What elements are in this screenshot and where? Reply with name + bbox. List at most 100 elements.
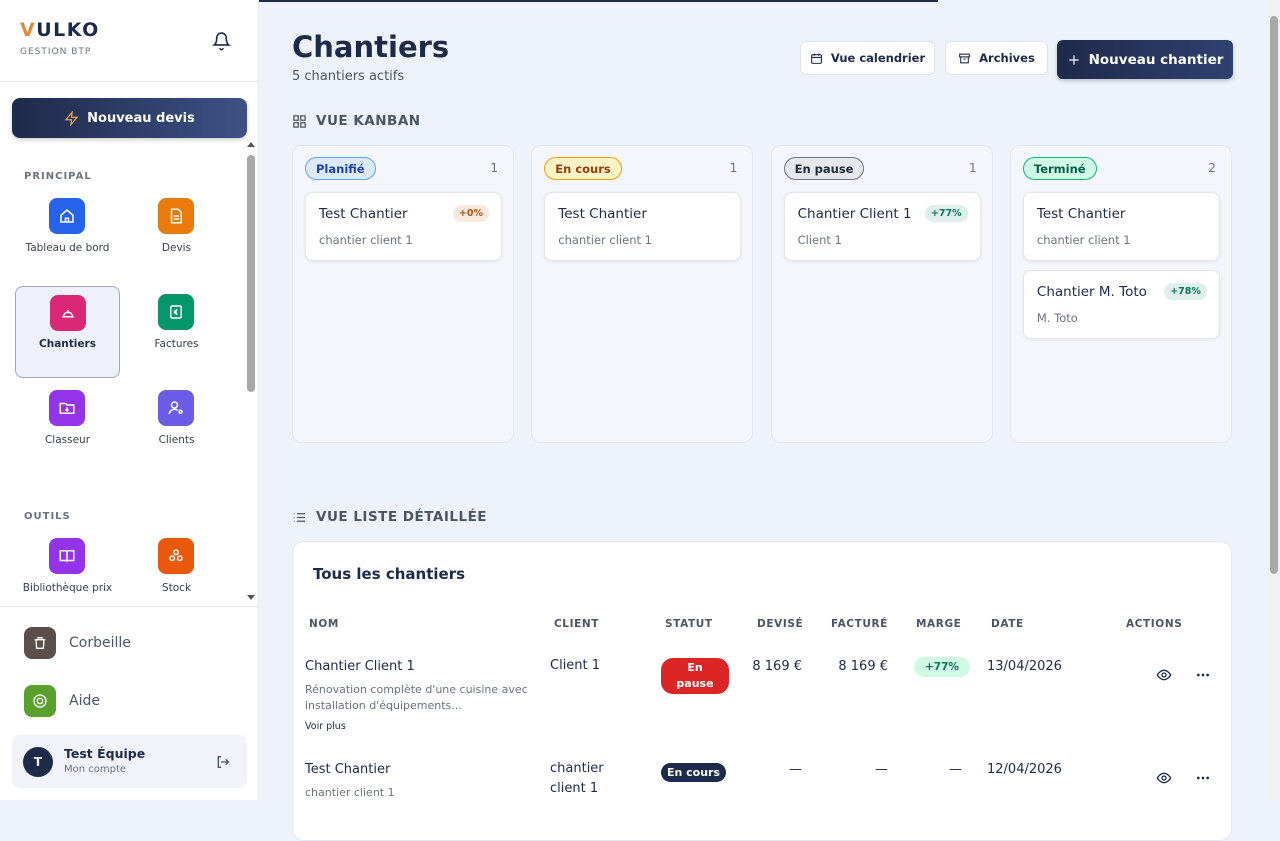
nav-item[interactable]: Clients xyxy=(124,382,229,478)
avatar: T xyxy=(23,747,53,777)
kanban-column: Planifié 1 Test Chantier chantier client 1 +… xyxy=(292,145,514,443)
nav-section: PRINCIPAL Tableau de bord Devis Chantiers Fa… xyxy=(0,170,246,478)
kanban-card[interactable]: Test Chantier chantier client 1 xyxy=(544,192,742,261)
card-client: M. Toto xyxy=(1036,311,1078,325)
account[interactable]: T Test Équipe Mon compte xyxy=(12,735,247,788)
help-label: Aide xyxy=(69,693,100,709)
margin: +77% xyxy=(914,657,970,677)
column-header: DEVISÉ xyxy=(757,618,804,630)
nav-icon xyxy=(49,538,85,574)
card-client: chantier client 1 xyxy=(319,233,413,247)
nav-grid: Bibliothèque prix Stock xyxy=(13,530,246,606)
new-quote-button[interactable]: Nouveau devis xyxy=(12,98,247,138)
calendar-button[interactable]: Vue calendrier xyxy=(800,41,935,75)
new-quote-label: Nouveau devis xyxy=(87,110,195,126)
row-rule xyxy=(0,1,938,2)
table-title: Tous les chantiers xyxy=(313,565,466,583)
nav-label: Stock xyxy=(161,582,192,594)
nav-icon xyxy=(158,538,194,574)
nav-label: Chantiers xyxy=(39,338,96,350)
column-count: 1 xyxy=(968,161,977,175)
quoted: — xyxy=(789,762,802,777)
kanban-card[interactable]: Chantier M. Toto M. Toto +78% xyxy=(1022,270,1220,339)
margin: — xyxy=(949,762,962,777)
account-sub: Mon compte xyxy=(64,764,127,775)
new-site-button[interactable]: Nouveau chantier xyxy=(1057,40,1233,79)
scroll-thumb[interactable] xyxy=(247,155,255,392)
client: Client 1 xyxy=(550,658,601,673)
more-action[interactable] xyxy=(1195,770,1211,790)
nav-item[interactable]: Bibliothèque prix xyxy=(15,530,120,606)
invoiced: 8 169 € xyxy=(838,659,888,674)
nav-icon xyxy=(158,294,194,330)
column-header: FACTURÉ xyxy=(831,618,888,630)
status: En cours xyxy=(661,763,726,782)
nav-icon xyxy=(49,390,85,426)
section-title: VUE KANBAN xyxy=(316,113,421,129)
trash-label: Corbeille xyxy=(69,635,131,651)
table: NOM CLIENT STATUT DEVISÉ FACTURÉ MARGE DATE ACT… xyxy=(0,0,1280,799)
nav-section: OUTILS Bibliothèque prix Stock xyxy=(0,510,246,606)
nav-label: Clients xyxy=(158,434,195,446)
brand: VULKO xyxy=(20,19,100,41)
nav-item[interactable]: Stock xyxy=(124,530,229,606)
column-header: MARGE xyxy=(916,618,962,630)
page-subtitle: 5 chantiers actifs xyxy=(292,69,405,84)
quoted: 8 169 € xyxy=(752,659,802,674)
card-title: Test Chantier xyxy=(558,206,647,222)
nav-item[interactable]: Chantiers xyxy=(15,286,120,378)
help-link[interactable]: Aide xyxy=(24,685,100,717)
kanban-card[interactable]: Test Chantier chantier client 1 xyxy=(1022,192,1220,261)
kanban-column: En cours 1 Test Chantier chantier client 1 xyxy=(531,145,754,443)
nav-item[interactable]: Devis xyxy=(124,190,229,286)
account-name: Test Équipe xyxy=(64,746,146,761)
scroll-thumb[interactable] xyxy=(1270,16,1278,574)
scroll-down[interactable] xyxy=(247,595,255,600)
column-header: DATE xyxy=(991,618,1024,630)
margin-pill: +0% xyxy=(452,205,489,222)
margin-pill: +78% xyxy=(1164,283,1207,300)
more-action[interactable] xyxy=(1195,667,1211,687)
view-action[interactable] xyxy=(1156,770,1172,790)
nav-label: Devis xyxy=(161,242,192,254)
nav-label: Classeur xyxy=(44,434,91,446)
nav-label: Factures xyxy=(154,338,199,350)
view-action[interactable] xyxy=(1156,667,1172,687)
section-title: PRINCIPAL xyxy=(24,171,92,182)
card-title: Chantier M. Toto xyxy=(1036,284,1147,300)
logout-icon[interactable] xyxy=(215,754,231,770)
tagline: GESTION BTP xyxy=(20,47,92,57)
kanban-heading: VUE KANBAN xyxy=(292,113,421,129)
trash-link[interactable]: Corbeille xyxy=(24,627,131,659)
card-title: Chantier Client 1 xyxy=(797,206,912,222)
date: 12/04/2026 xyxy=(987,762,1062,777)
page-scrollbar xyxy=(1268,0,1280,800)
nav-item[interactable]: Factures xyxy=(124,286,229,382)
archives-button[interactable]: Archives xyxy=(945,41,1048,75)
button-label: Nouveau chantier xyxy=(1088,51,1224,68)
nav-item[interactable]: Tableau de bord xyxy=(15,190,120,286)
table-card xyxy=(292,541,1232,841)
section-title: VUE LISTE DÉTAILLÉE xyxy=(316,509,488,525)
card-title: Test Chantier xyxy=(1036,206,1126,222)
site-desc: chantier client 1 xyxy=(305,786,395,799)
scroll-up[interactable] xyxy=(247,142,255,147)
invoiced: — xyxy=(875,762,888,777)
section-title: OUTILS xyxy=(24,511,71,522)
card-title: Test Chantier xyxy=(319,206,408,222)
nav: PRINCIPAL Tableau de bord Devis Chantiers Fa… xyxy=(0,170,246,606)
site-name: Test Chantier xyxy=(305,762,391,777)
site-name: Chantier Client 1 xyxy=(305,659,415,674)
bell-icon[interactable] xyxy=(212,31,231,51)
nav-item[interactable]: Classeur xyxy=(15,382,120,478)
button-label: Archives xyxy=(979,51,1035,65)
nav-label: Tableau de bord xyxy=(25,242,110,254)
status-badge: En pause xyxy=(783,157,865,180)
status-badge: En cours xyxy=(544,157,622,180)
kanban-card[interactable]: Chantier Client 1 Client 1 +77% xyxy=(783,192,981,261)
column-header: NOM xyxy=(309,618,339,630)
status: En pause xyxy=(661,658,729,694)
kanban-card[interactable]: Test Chantier chantier client 1 +0% xyxy=(305,192,502,261)
